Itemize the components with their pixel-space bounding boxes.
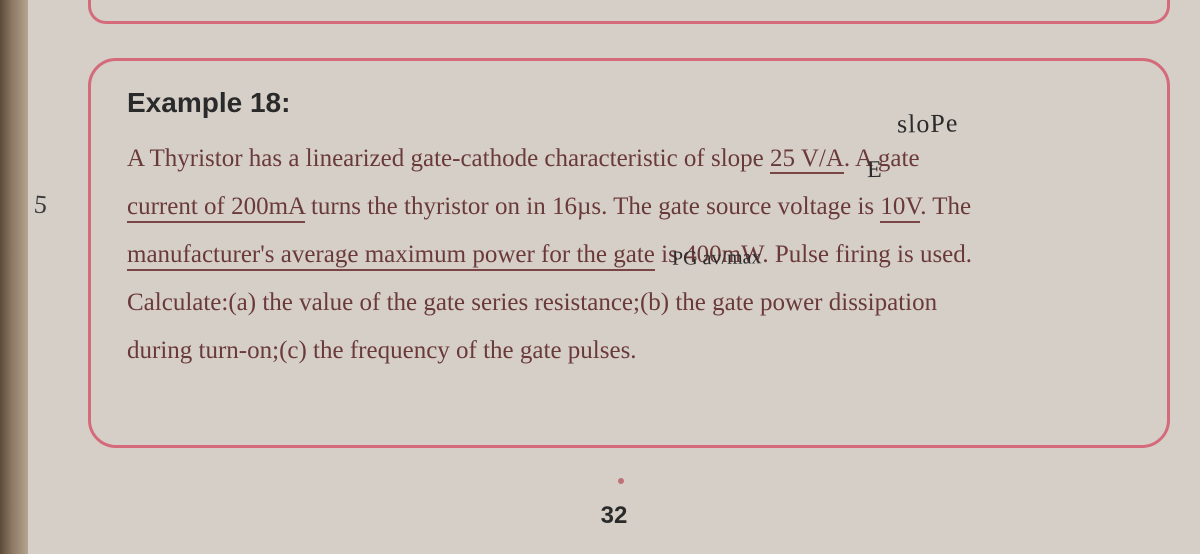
ink-smudge (618, 478, 624, 484)
handwritten-slope: sloPe (897, 98, 959, 149)
previous-box-bottom-border (88, 0, 1170, 24)
handwritten-pg: PG av/max (672, 238, 762, 278)
text-slope-value: 25 V/A (770, 145, 844, 174)
text-line5: during turn-on;(c) the frequency of the … (127, 337, 637, 364)
example-box: Example 18: sloPe E PG av/max A Thyristo… (88, 58, 1170, 448)
text-line2d: . The (920, 193, 971, 220)
handwritten-e: E (867, 147, 882, 193)
text-line3a: manufacturer's average maximum power for… (127, 241, 655, 271)
book-binding (0, 0, 28, 554)
text-line2b: turns the thyristor on in 16µs. The gate… (305, 193, 881, 220)
text-line2a: current of 200mA (127, 193, 305, 223)
margin-handwriting: 5 (33, 189, 49, 220)
page-surface: 5 Example 18: sloPe E PG av/max A Thyris… (28, 0, 1200, 554)
text-line4: Calculate:(a) the value of the gate seri… (127, 289, 937, 316)
example-body: sloPe E PG av/max A Thyristor has a line… (127, 135, 1131, 375)
text-line1a: A Thyristor has a linearized gate-cathod… (127, 145, 770, 172)
text-voltage: 10V (880, 193, 920, 223)
page-number: 32 (601, 502, 628, 530)
example-title: Example 18: (127, 87, 1131, 119)
